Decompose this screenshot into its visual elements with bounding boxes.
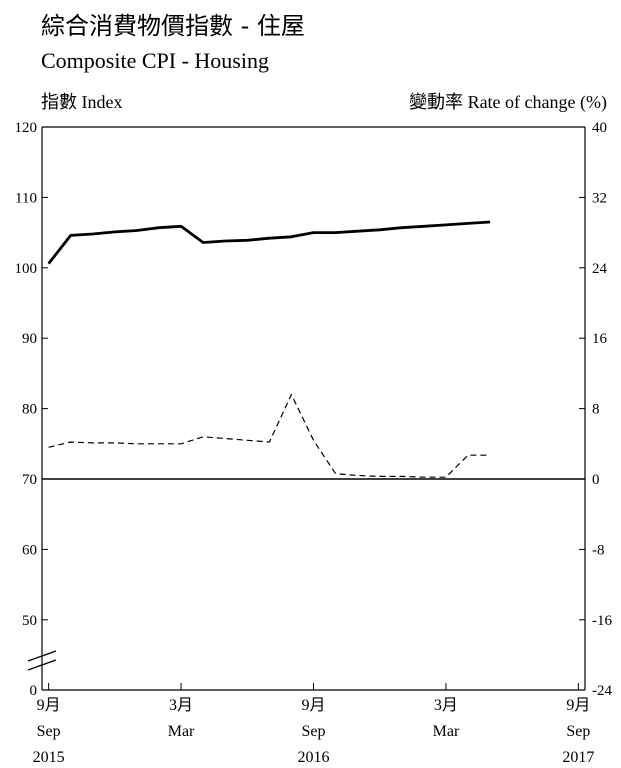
right-axis-tick-label: 0 bbox=[592, 472, 600, 488]
left-axis-tick-label: 0 bbox=[30, 683, 38, 699]
right-axis-tick-label: -16 bbox=[592, 613, 612, 629]
x-tick-label-english: Mar bbox=[168, 723, 195, 740]
left-axis-label: 指數 Index bbox=[41, 88, 122, 114]
x-tick-label-english: Sep bbox=[302, 723, 326, 740]
x-tick-label-chinese: 3月 bbox=[434, 697, 458, 714]
right-axis-tick-label: 40 bbox=[592, 120, 607, 136]
right-axis-label-chinese: 變動率 bbox=[409, 92, 464, 113]
rate-of-change-series-line bbox=[48, 393, 491, 478]
x-tick-label-chinese: 9月 bbox=[37, 697, 61, 714]
x-tick-label-english: Sep bbox=[37, 723, 61, 740]
right-axis-tick-label: 24 bbox=[592, 261, 608, 277]
right-axis-label-english: Rate of change (%) bbox=[467, 92, 607, 112]
right-axis-tick-label: 8 bbox=[592, 402, 600, 418]
x-tick-label-year: 2016 bbox=[298, 749, 330, 766]
left-axis-label-chinese: 指數 bbox=[41, 92, 77, 113]
axis-break-mark bbox=[27, 659, 57, 671]
right-axis-label: 變動率 Rate of change (%) bbox=[409, 88, 607, 114]
right-axis-tick-label: -24 bbox=[592, 683, 612, 699]
x-tick-label-year: 2017 bbox=[562, 749, 594, 766]
left-axis-tick-label: 110 bbox=[15, 190, 37, 206]
left-axis-tick-label: 70 bbox=[22, 472, 37, 488]
x-tick-label-english: Sep bbox=[566, 723, 590, 740]
left-axis-tick-label: 60 bbox=[22, 542, 37, 558]
chart-title-english: Composite CPI - Housing bbox=[41, 48, 269, 73]
chart-title-chinese: 綜合消費物價指數 - 住屋 bbox=[41, 12, 305, 40]
left-axis-label-english: Index bbox=[81, 92, 123, 112]
left-axis-tick-label: 120 bbox=[15, 120, 38, 136]
x-tick-label-english: Mar bbox=[433, 723, 460, 740]
x-tick-label-chinese: 3月 bbox=[169, 697, 193, 714]
left-axis-tick-label: 50 bbox=[22, 613, 37, 629]
right-axis-tick-label: -8 bbox=[592, 542, 605, 558]
right-axis-tick-label: 32 bbox=[592, 190, 607, 206]
left-axis-tick-label: 100 bbox=[15, 261, 38, 277]
x-tick-label-year: 2015 bbox=[33, 749, 65, 766]
left-axis-tick-label: 90 bbox=[22, 331, 37, 347]
axis-break-mark bbox=[27, 650, 57, 662]
x-tick-label-chinese: 9月 bbox=[566, 697, 590, 714]
index-series-line bbox=[47, 220, 491, 265]
right-axis-tick-label: 16 bbox=[592, 331, 608, 347]
left-axis-tick-label: 80 bbox=[22, 402, 37, 418]
x-tick-label-chinese: 9月 bbox=[301, 697, 325, 714]
